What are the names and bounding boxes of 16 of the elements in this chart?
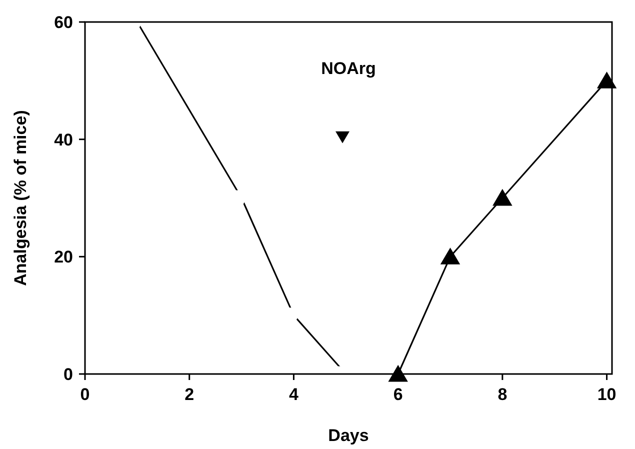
point — [597, 72, 616, 88]
x-axis-title: Days — [328, 426, 369, 445]
point — [440, 248, 460, 264]
x-tick-label: 6 — [393, 385, 403, 404]
x-tick-label: 8 — [498, 385, 508, 404]
point — [492, 189, 512, 206]
x-tick-label: 0 — [80, 385, 90, 404]
y-tick-label: 20 — [54, 248, 73, 267]
x-tick-label: 2 — [184, 385, 194, 404]
y-axis-title: Analgesia (% of mice) — [11, 110, 30, 286]
annotation: NOArg — [321, 59, 376, 78]
y-tick-label: 0 — [64, 365, 73, 384]
x-tick-label: 4 — [288, 385, 299, 404]
x-tick-label: 10 — [597, 385, 616, 404]
y-tick-label: 60 — [54, 13, 73, 32]
y-tick-label: 40 — [54, 130, 73, 150]
